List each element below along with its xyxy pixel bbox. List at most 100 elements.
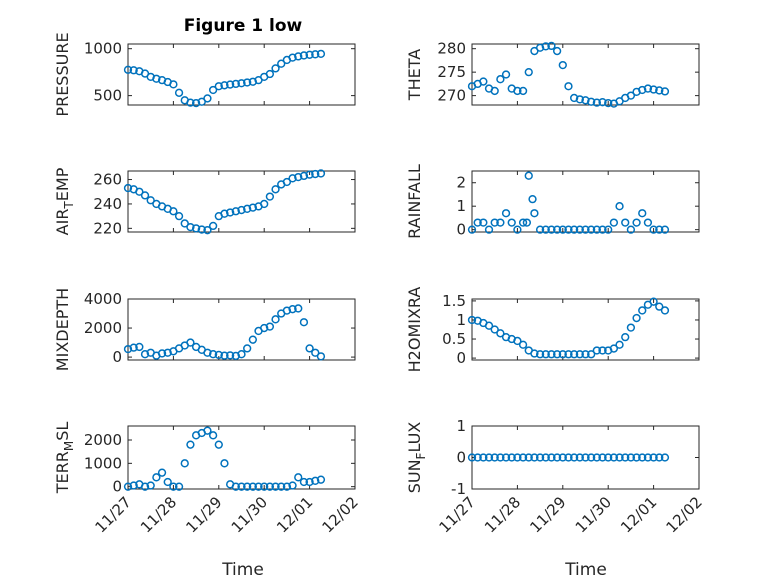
data-point	[316, 169, 326, 178]
data-point	[604, 98, 613, 108]
y-axis-label: SUNFLUX	[405, 422, 428, 494]
data-point	[638, 85, 647, 95]
data-point	[473, 453, 482, 462]
data-point	[203, 94, 212, 103]
data-point	[513, 453, 522, 462]
x-tick-label: 11/29	[182, 493, 225, 536]
data-point	[180, 459, 189, 468]
data-point	[299, 477, 309, 487]
data-point	[649, 297, 658, 306]
data-point	[294, 172, 303, 182]
data-point	[655, 225, 664, 234]
y-tick-label: 1000	[84, 454, 122, 472]
data-point	[547, 350, 556, 359]
data-point	[535, 453, 545, 462]
data-point	[169, 207, 178, 216]
data-point	[484, 225, 494, 234]
data-point	[564, 453, 573, 462]
data-point	[226, 80, 235, 89]
data-point	[208, 350, 218, 359]
data-point	[288, 481, 297, 490]
data-point	[655, 453, 664, 462]
y-axis-label: MIXDEPTH	[53, 288, 72, 371]
data-point	[547, 225, 556, 234]
data-point	[496, 218, 505, 227]
data-point	[638, 209, 647, 218]
data-point	[265, 482, 275, 491]
data-point	[643, 84, 653, 93]
data-point	[305, 170, 314, 179]
y-tick-label: 0	[456, 221, 466, 239]
data-point	[231, 79, 240, 89]
data-point	[311, 476, 320, 485]
data-point	[604, 225, 613, 234]
y-tick-label: 260	[93, 171, 122, 189]
data-point	[649, 453, 658, 462]
data-point	[490, 86, 499, 96]
data-point	[467, 453, 477, 462]
data-point	[598, 225, 607, 234]
axes-box	[127, 170, 356, 233]
data-point	[655, 86, 664, 95]
y-axis-label: H2OMIXRA	[405, 287, 424, 373]
data-point	[558, 350, 567, 359]
data-point	[282, 306, 292, 315]
data-point	[507, 453, 516, 462]
data-point	[203, 426, 212, 435]
data-point	[271, 185, 280, 194]
data-point	[552, 453, 562, 462]
y-tick-label: 2000	[84, 431, 122, 449]
data-point	[277, 59, 286, 68]
x-tick-label: 11/30	[572, 493, 615, 536]
data-point	[208, 431, 218, 440]
data-point	[174, 211, 184, 221]
data-point	[524, 68, 533, 77]
data-point	[231, 207, 240, 216]
x-tick-label: 11/27	[436, 493, 479, 536]
data-point	[174, 88, 184, 97]
data-point	[467, 315, 477, 325]
data-point	[535, 225, 545, 234]
data-point	[507, 218, 516, 227]
data-point	[564, 350, 573, 359]
y-axis-label: PRESSURE	[53, 32, 72, 116]
data-point	[288, 174, 297, 183]
data-point	[528, 195, 537, 204]
data-point	[123, 344, 133, 354]
y-tick-label: 220	[93, 219, 122, 237]
x-axis-label-left: Time	[221, 560, 264, 580]
y-tick-label: 0.5	[442, 330, 466, 348]
data-point	[231, 482, 240, 491]
y-tick-label: 1.5	[442, 292, 466, 310]
data-point	[621, 218, 630, 227]
data-point	[316, 475, 326, 484]
data-point	[552, 350, 562, 359]
y-tick-label: 2000	[84, 319, 122, 337]
data-point	[570, 93, 579, 103]
figure-title: Figure 1 low	[184, 16, 303, 36]
data-point	[237, 482, 246, 491]
x-tick-label: 12/02	[319, 493, 362, 536]
subplot-1: 500 1000 PRESSURE	[53, 32, 356, 117]
data-point	[598, 98, 607, 107]
data-point	[587, 97, 596, 106]
y-tick-label: 1	[456, 197, 466, 215]
data-point	[638, 453, 647, 462]
data-point	[129, 343, 138, 352]
data-point	[277, 482, 286, 491]
y-tick-label: 0	[456, 349, 466, 367]
y-tick-label: 0	[456, 449, 466, 467]
data-point	[632, 453, 641, 462]
data-point	[524, 171, 533, 180]
data-point	[547, 453, 556, 462]
data-point	[632, 218, 641, 227]
data-point	[237, 350, 246, 359]
data-point	[243, 78, 252, 87]
data-point	[186, 338, 195, 347]
data-point	[643, 218, 653, 227]
data-point	[479, 453, 488, 462]
data-point	[570, 225, 579, 234]
data-point	[587, 350, 596, 359]
x-tick-label: 12/01	[273, 493, 316, 536]
data-point	[299, 318, 309, 327]
